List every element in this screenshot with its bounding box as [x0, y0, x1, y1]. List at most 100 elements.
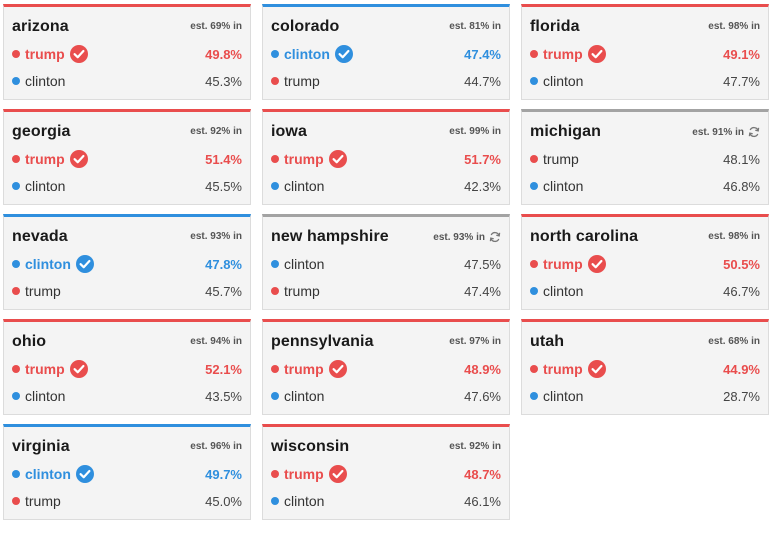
candidate-name: clinton — [284, 256, 325, 272]
state-name: pennsylvania — [271, 333, 374, 350]
winner-check-icon — [587, 360, 606, 378]
state-card-nevada[interactable]: nevada est. 93% in clinton 47.8% trump 45.7% — [3, 214, 251, 310]
winner-check-icon — [69, 45, 88, 63]
vote-percentage: 45.5% — [205, 178, 242, 194]
vote-percentage: 45.7% — [205, 283, 242, 299]
vote-percentage: 48.9% — [464, 361, 501, 377]
state-card-new-hampshire[interactable]: new hampshire est. 93% in clinton 47.5% trum… — [262, 214, 510, 310]
winner-check-icon — [334, 45, 353, 63]
party-dot-icon — [12, 50, 20, 58]
candidate-row: clinton 43.5% — [12, 386, 242, 406]
candidate-name: clinton — [25, 388, 66, 404]
candidate-name: trump — [543, 46, 583, 62]
candidate-row: clinton 42.3% — [271, 176, 501, 196]
candidate-row: trump 44.7% — [271, 71, 501, 91]
reporting-estimate: est. 99% in — [449, 126, 501, 137]
candidate-row: clinton 47.7% — [530, 71, 760, 91]
party-dot-icon — [530, 50, 538, 58]
winner-check-icon — [75, 255, 94, 273]
vote-percentage: 47.6% — [464, 388, 501, 404]
party-dot-icon — [271, 392, 279, 400]
state-card-pennsylvania[interactable]: pennsylvania est. 97% in trump 48.9% clinton… — [262, 319, 510, 415]
candidate-row: clinton 46.1% — [271, 491, 501, 511]
candidate-name: clinton — [284, 46, 330, 62]
candidate-row: clinton 46.8% — [530, 176, 760, 196]
winner-check-icon — [328, 360, 347, 378]
reporting-estimate: est. 93% in — [433, 231, 501, 243]
state-card-georgia[interactable]: georgia est. 92% in trump 51.4% clinton 45.5% — [3, 109, 251, 205]
state-card-arizona[interactable]: arizona est. 69% in trump 49.8% clinton 45.3% — [3, 4, 251, 100]
state-name: utah — [530, 333, 565, 350]
candidate-row: trump 52.1% — [12, 359, 242, 379]
party-dot-icon — [12, 470, 20, 478]
state-name: ohio — [12, 333, 47, 350]
state-name: florida — [530, 18, 580, 35]
reporting-estimate: est. 81% in — [449, 21, 501, 32]
refresh-icon — [489, 231, 501, 243]
state-card-michigan[interactable]: michigan est. 91% in trump 48.1% clinton 46.8… — [521, 109, 769, 205]
candidate-row: trump 45.0% — [12, 491, 242, 511]
candidate-name: clinton — [543, 73, 584, 89]
vote-percentage: 28.7% — [723, 388, 760, 404]
reporting-estimate: est. 69% in — [190, 21, 242, 32]
state-card-ohio[interactable]: ohio est. 94% in trump 52.1% clinton 43.5% — [3, 319, 251, 415]
vote-percentage: 46.8% — [723, 178, 760, 194]
state-card-iowa[interactable]: iowa est. 99% in trump 51.7% clinton 42.3% — [262, 109, 510, 205]
candidate-row: trump 50.5% — [530, 254, 760, 274]
party-dot-icon — [271, 260, 279, 268]
vote-percentage: 47.7% — [723, 73, 760, 89]
candidate-row: clinton 28.7% — [530, 386, 760, 406]
vote-percentage: 46.7% — [723, 283, 760, 299]
state-card-north-carolina[interactable]: north carolina est. 98% in trump 50.5% clint… — [521, 214, 769, 310]
vote-percentage: 52.1% — [205, 361, 242, 377]
party-dot-icon — [271, 365, 279, 373]
party-dot-icon — [271, 287, 279, 295]
candidate-row: trump 51.7% — [271, 149, 501, 169]
party-dot-icon — [271, 182, 279, 190]
party-dot-icon — [271, 50, 279, 58]
vote-percentage: 51.4% — [205, 151, 242, 167]
state-card-florida[interactable]: florida est. 98% in trump 49.1% clinton 47.7% — [521, 4, 769, 100]
party-dot-icon — [530, 260, 538, 268]
candidate-name: trump — [543, 361, 583, 377]
candidate-name: clinton — [284, 178, 325, 194]
candidate-row: clinton 49.7% — [12, 464, 242, 484]
state-name: new hampshire — [271, 228, 389, 245]
state-card-wisconsin[interactable]: wisconsin est. 92% in trump 48.7% clinton 46.… — [262, 424, 510, 520]
candidate-name: clinton — [25, 73, 66, 89]
winner-check-icon — [587, 255, 606, 273]
party-dot-icon — [271, 155, 279, 163]
candidate-row: trump 51.4% — [12, 149, 242, 169]
reporting-estimate: est. 92% in — [190, 126, 242, 137]
state-card-virginia[interactable]: virginia est. 96% in clinton 49.7% trump 45.0… — [3, 424, 251, 520]
candidate-row: clinton 47.4% — [271, 44, 501, 64]
winner-check-icon — [69, 360, 88, 378]
candidate-name: trump — [284, 283, 320, 299]
reporting-estimate: est. 98% in — [708, 231, 760, 242]
winner-check-icon — [75, 465, 94, 483]
state-card-colorado[interactable]: colorado est. 81% in clinton 47.4% trump 44.7… — [262, 4, 510, 100]
candidate-row: clinton 47.5% — [271, 254, 501, 274]
vote-percentage: 51.7% — [464, 151, 501, 167]
reporting-estimate: est. 96% in — [190, 441, 242, 452]
state-name: virginia — [12, 438, 70, 455]
candidate-name: trump — [25, 46, 65, 62]
reporting-estimate: est. 68% in — [708, 336, 760, 347]
winner-check-icon — [328, 465, 347, 483]
candidate-row: trump 44.9% — [530, 359, 760, 379]
candidate-name: clinton — [543, 388, 584, 404]
vote-percentage: 44.9% — [723, 361, 760, 377]
vote-percentage: 48.7% — [464, 466, 501, 482]
candidate-row: clinton 47.8% — [12, 254, 242, 274]
state-name: colorado — [271, 18, 340, 35]
candidate-row: clinton 47.6% — [271, 386, 501, 406]
state-name: north carolina — [530, 228, 639, 245]
candidate-name: clinton — [543, 178, 584, 194]
vote-percentage: 49.7% — [205, 466, 242, 482]
state-card-utah[interactable]: utah est. 68% in trump 44.9% clinton 28.7% — [521, 319, 769, 415]
vote-percentage: 45.3% — [205, 73, 242, 89]
vote-percentage: 45.0% — [205, 493, 242, 509]
candidate-row: clinton 45.5% — [12, 176, 242, 196]
vote-percentage: 47.5% — [464, 256, 501, 272]
party-dot-icon — [12, 77, 20, 85]
